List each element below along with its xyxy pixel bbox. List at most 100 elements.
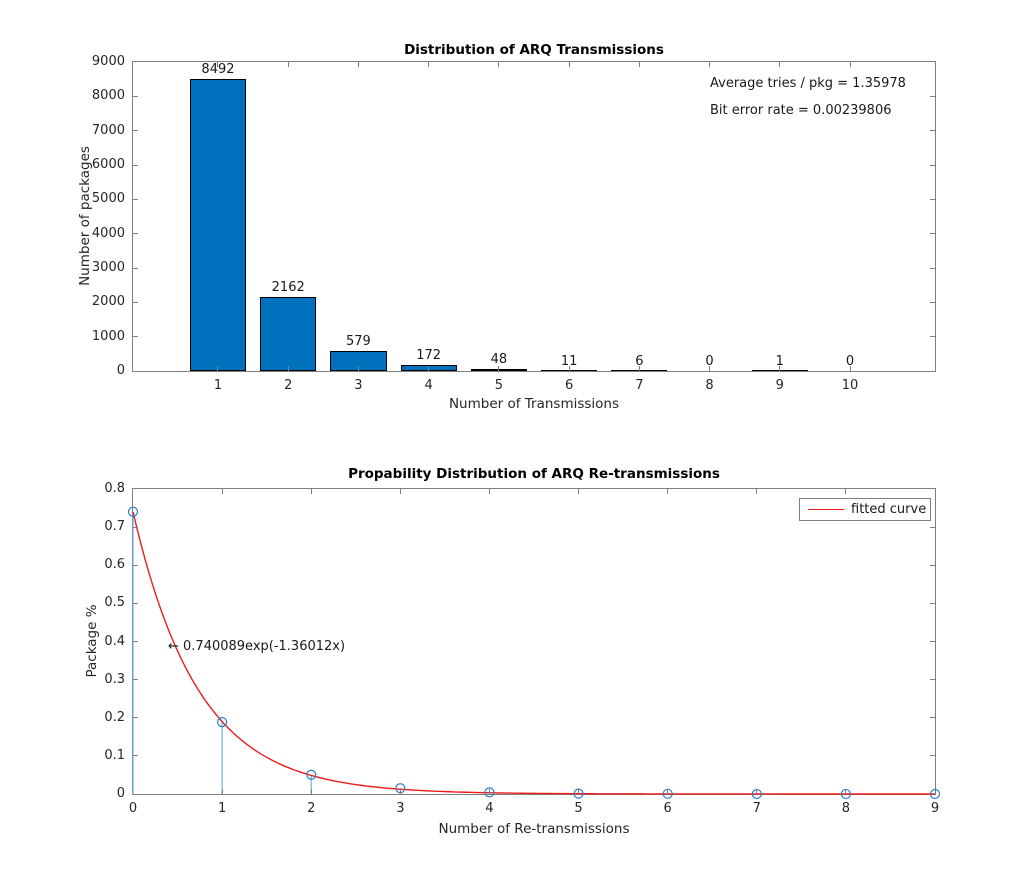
axis-tick [133, 95, 138, 97]
bar-value-label: 8492 [201, 62, 235, 78]
x-tick-label: 5 [494, 378, 504, 393]
axis-tick [488, 489, 490, 494]
axis-tick [930, 164, 935, 166]
axis-tick [428, 62, 430, 67]
axis-tick [638, 366, 640, 371]
axis-tick [709, 62, 711, 67]
axis-tick [578, 789, 580, 794]
y-tick-label: 0.3 [104, 671, 125, 687]
axis-tick [578, 489, 580, 494]
stem-marker [929, 788, 941, 800]
axis-tick [133, 301, 138, 303]
axis-tick [133, 130, 138, 132]
axis-tick [399, 489, 401, 494]
x-tick-label: 6 [663, 801, 672, 816]
axis-tick [133, 564, 138, 566]
axis-tick [133, 717, 138, 719]
axis-tick [133, 198, 138, 200]
axis-tick [221, 489, 223, 494]
axis-tick [845, 489, 847, 494]
y-tick-label: 2000 [91, 294, 125, 310]
axis-tick [930, 717, 935, 719]
axis-tick [133, 526, 138, 528]
stem-chart-xaxis-label: Number of Re-transmissions [438, 821, 630, 837]
axis-tick [930, 233, 935, 235]
axis-tick [845, 789, 847, 794]
axis-tick [498, 366, 500, 371]
bar [189, 79, 247, 371]
x-tick-label: 4 [485, 801, 494, 816]
bar-value-label: 6 [635, 353, 644, 369]
axis-tick [930, 95, 935, 97]
bit-error-rate-annotation: Bit error rate = 0.00239806 [710, 103, 892, 118]
axis-tick [357, 366, 359, 371]
bar-value-label: 579 [346, 334, 371, 350]
x-tick-label: 9 [930, 801, 940, 816]
bar-chart-xaxis-label: Number of Transmissions [448, 396, 620, 412]
x-tick-label: 10 [841, 378, 859, 393]
x-tick-label: 7 [635, 378, 644, 393]
fitted-curve-legend: fitted curve [799, 498, 931, 521]
y-tick-label: 9000 [91, 54, 125, 69]
axis-tick [399, 789, 401, 794]
x-tick-label: 0 [128, 801, 138, 816]
y-tick-label: 0.2 [104, 709, 125, 725]
x-tick-label: 5 [574, 801, 583, 816]
axis-tick [930, 755, 935, 757]
axis-tick [930, 526, 935, 528]
axis-tick [488, 789, 490, 794]
y-tick-label: 3000 [91, 260, 125, 275]
y-tick-label: 0.8 [104, 481, 125, 496]
x-tick-label: 3 [354, 378, 363, 393]
x-tick-label: 1 [217, 801, 227, 816]
axis-tick [930, 301, 935, 303]
x-tick-label: 6 [564, 378, 574, 393]
axis-tick [310, 789, 312, 794]
fitted-curve-line [132, 511, 935, 795]
stem-chart-plot-area: ← 0.740089exp(-1.36012x) fitted curve [127, 488, 941, 800]
bar-value-label: 48 [490, 352, 508, 368]
axis-tick [779, 366, 781, 371]
bar [260, 296, 317, 371]
axis-tick [930, 198, 935, 200]
axis-tick [638, 62, 640, 67]
axis-tick [221, 789, 223, 794]
axis-tick [568, 366, 570, 371]
axis-tick [310, 489, 312, 494]
y-tick-label: 0 [116, 786, 125, 801]
axis-tick [849, 62, 851, 67]
bar-value-label: 0 [705, 354, 714, 369]
y-tick-label: 0.1 [104, 747, 125, 763]
axis-tick [133, 602, 138, 604]
axis-tick [287, 62, 289, 67]
axis-tick [930, 336, 935, 338]
axis-tick [930, 267, 935, 269]
stem-plot-canvas [127, 506, 941, 800]
fit-equation-annotation: ← 0.740089exp(-1.36012x) [168, 639, 346, 654]
bar-value-label: 172 [416, 348, 442, 364]
axis-tick [667, 489, 669, 494]
y-tick-label: 7000 [91, 122, 125, 138]
bar-chart-plot-area: Average tries / pkg = 1.35978 Bit error … [132, 61, 936, 372]
y-tick-label: 6000 [91, 157, 125, 172]
x-tick-label: 8 [841, 801, 851, 816]
y-tick-label: 0.6 [104, 557, 125, 573]
stem-marker [127, 506, 139, 517]
axis-tick [667, 789, 669, 794]
y-tick-label: 4000 [91, 225, 125, 241]
fitted-curve-legend-line-icon [808, 509, 844, 510]
stem-marker [484, 787, 495, 798]
axis-tick [428, 366, 430, 371]
axis-tick [133, 267, 138, 269]
x-tick-label: 3 [396, 801, 405, 816]
axis-tick [133, 233, 138, 235]
stem-marker [217, 717, 228, 728]
bar-value-label: 0 [845, 354, 855, 369]
bar-value-label: 2162 [271, 279, 305, 295]
x-tick-label: 8 [705, 378, 714, 393]
axis-tick [930, 641, 935, 642]
axis-tick [930, 679, 935, 681]
axis-tick [217, 366, 219, 371]
bar-value-label: 11 [560, 353, 578, 369]
axis-tick [779, 62, 781, 67]
